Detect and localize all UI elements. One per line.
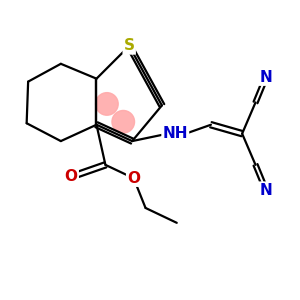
Text: N: N xyxy=(260,183,272,198)
Text: N: N xyxy=(260,70,272,85)
Text: S: S xyxy=(124,38,135,53)
Circle shape xyxy=(96,93,118,115)
Text: NH: NH xyxy=(163,126,188,141)
Circle shape xyxy=(112,110,134,133)
Text: O: O xyxy=(127,171,140,186)
Text: O: O xyxy=(65,169,78,184)
